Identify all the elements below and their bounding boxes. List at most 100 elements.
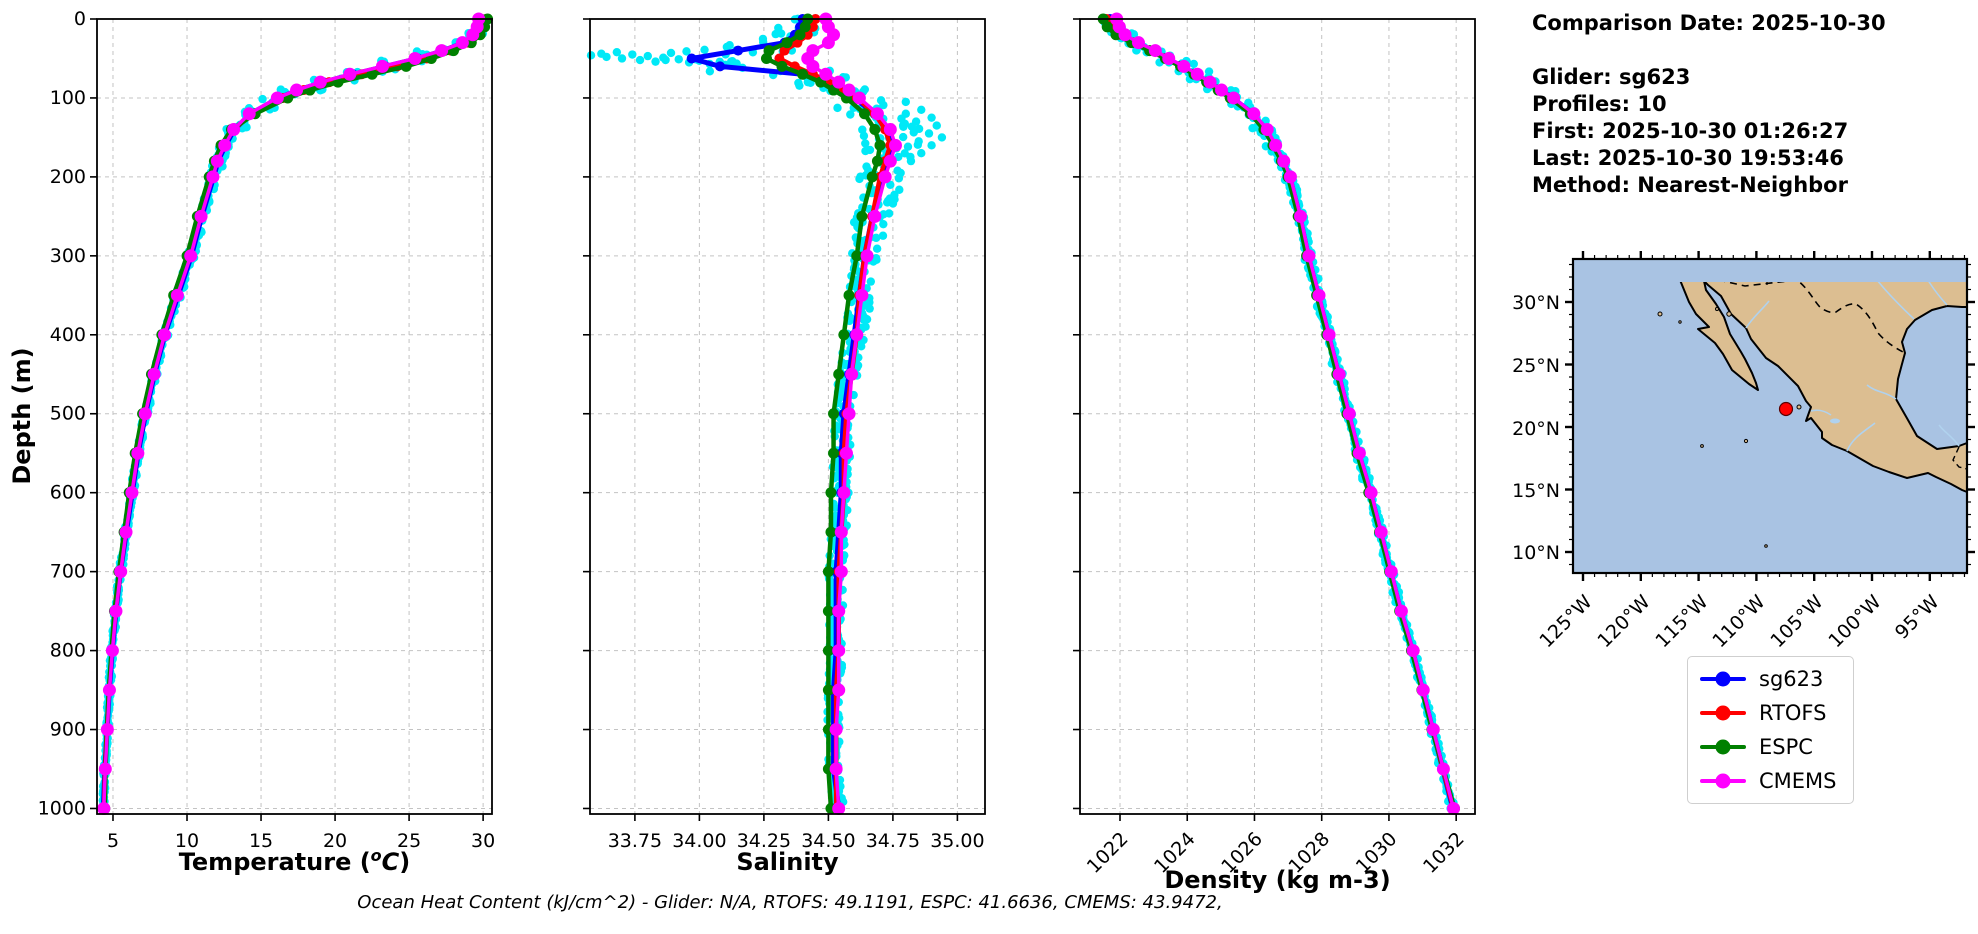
legend-label: CMEMS <box>1759 769 1837 793</box>
x-tick-label: 1032 <box>1419 828 1469 878</box>
river <box>1877 282 1915 320</box>
x-tick-label: 34.00 <box>672 830 726 852</box>
ESPC-markers <box>760 13 886 814</box>
chart-legend: sg623 RTOFS ESPC CMEMS <box>1687 656 1854 804</box>
x-tick-label: 33.75 <box>608 830 662 852</box>
legend-line-swatch <box>1700 739 1746 755</box>
x-tick-label: 35.00 <box>930 830 984 852</box>
legend-marker-dot <box>1715 671 1731 687</box>
x-tick-label: 30 <box>471 830 495 852</box>
CMEMS-markers <box>97 12 486 815</box>
location-map: 30°N 25°N 20°N 15°N 10°N 125°W120°W115°W110°W… <box>1512 251 1975 652</box>
depth-axis-label: Depth (m) <box>8 347 36 485</box>
x-tick-label: 10 <box>175 830 199 852</box>
x-axis-label-temperature: Temperature (oC) <box>179 846 411 876</box>
island <box>1715 307 1719 311</box>
depth-tick-label: 600 <box>50 482 86 504</box>
x-tick-label: 34.25 <box>737 830 791 852</box>
CMEMS-markers <box>1110 12 1460 815</box>
legend-label: ESPC <box>1759 735 1813 759</box>
legend-item-rtofs: RTOFS <box>1700 701 1837 725</box>
axes-box <box>589 18 986 815</box>
legend-label: sg623 <box>1759 667 1824 691</box>
lat-tick-label: 20°N <box>1512 418 1560 440</box>
CMEMS-series <box>1110 12 1460 815</box>
lat-tick-label: 25°N <box>1512 355 1560 377</box>
depth-tick-label: 1000 <box>38 797 86 819</box>
island <box>1726 311 1732 317</box>
lat-tick-label: 30°N <box>1512 292 1560 314</box>
river <box>1928 282 1948 306</box>
axes-box <box>96 18 493 815</box>
gridlines <box>97 18 492 814</box>
info-line-1: Profiles: 10 <box>1532 92 1667 116</box>
map-frame <box>1571 257 1969 575</box>
ESPC-series <box>760 13 886 814</box>
salinity-plot: 33.75 34.00 34.25 34.50 34.75 35.00 Salinity <box>583 12 986 876</box>
info-line-0: Glider: sg623 <box>1532 65 1691 89</box>
island <box>1796 404 1802 410</box>
lon-tick-label: 105°W <box>1766 591 1827 652</box>
legend-marker-dot <box>1715 773 1731 789</box>
map-geography <box>1657 282 1968 548</box>
island <box>1678 320 1682 324</box>
CMEMS-series <box>97 12 486 815</box>
RTOFS-series <box>99 14 492 814</box>
depth-tick-label: 500 <box>50 403 86 425</box>
profile-charts: 5 10 15 20 25 3001002003004005006007008009001… <box>38 8 1476 894</box>
info-lines: Glider: sg623 Profiles: 10 First: 2025-10-… <box>1532 64 1886 199</box>
info-line-4: Method: Nearest-Neighbor <box>1532 173 1848 197</box>
legend-marker-dot <box>1715 705 1731 721</box>
us-mexico-border <box>1723 282 1906 354</box>
lat-tick-label: 10°N <box>1512 542 1560 564</box>
depth-tick-label: 400 <box>50 324 86 346</box>
temperature-plot: 5 10 15 20 25 3001002003004005006007008009001… <box>38 8 496 876</box>
lon-tick-label: 100°W <box>1824 591 1885 652</box>
depth-tick-label: 300 <box>50 245 86 267</box>
legend-marker-dot <box>1715 739 1731 755</box>
island <box>1700 444 1704 448</box>
legend-line-swatch <box>1700 773 1746 789</box>
legend-label: RTOFS <box>1759 701 1827 725</box>
x-tick-label: 25 <box>397 830 421 852</box>
x-tick-label: 20 <box>323 830 347 852</box>
glider-raw-points <box>98 14 490 812</box>
gridlines <box>590 18 985 814</box>
legend-line-swatch <box>1700 671 1746 687</box>
island <box>1657 311 1663 317</box>
lake <box>1830 418 1840 424</box>
x-tick-label: 5 <box>107 830 119 852</box>
info-panel: Comparison Date: 2025-10-30 Glider: sg62… <box>1532 10 1886 199</box>
CMEMS-markers <box>801 12 902 815</box>
RTOFS-markers <box>99 14 492 814</box>
x-tick-label: 1022 <box>1083 828 1133 878</box>
legend-item-sg623: sg623 <box>1700 667 1837 691</box>
y-axis <box>1073 18 1080 810</box>
depth-tick-label: 900 <box>50 719 86 741</box>
island <box>1764 544 1768 548</box>
info-gap <box>1532 37 1886 64</box>
depth-tick-label: 800 <box>50 640 86 662</box>
legend-item-espc: ESPC <box>1700 735 1837 759</box>
legend-item-cmems: CMEMS <box>1700 769 1837 793</box>
x-tick-label: 34.50 <box>801 830 855 852</box>
depth-tick-label: 200 <box>50 166 86 188</box>
x-axis: 5 10 15 20 25 30 <box>107 814 495 852</box>
x-axis-label-density: Density (kg m-3) <box>1164 866 1390 894</box>
lon-tick-label: 110°W <box>1708 591 1769 652</box>
river <box>1866 384 1897 400</box>
river <box>1846 422 1876 452</box>
y-axis: 0 100 200 300 400 500 600 700 800 900 1000 <box>38 8 97 819</box>
lat-tick-label: 15°N <box>1512 480 1560 502</box>
x-tick-label: 15 <box>249 830 273 852</box>
depth-tick-label: 700 <box>50 561 86 583</box>
y-axis <box>583 18 590 810</box>
depth-tick-label: 0 <box>74 8 86 30</box>
x-tick-label: 34.75 <box>866 830 920 852</box>
info-line-2: First: 2025-10-30 01:26:27 <box>1532 119 1849 143</box>
depth-tick-label: 100 <box>50 87 86 109</box>
river <box>1810 409 1832 416</box>
map-ticks <box>1565 251 1975 581</box>
